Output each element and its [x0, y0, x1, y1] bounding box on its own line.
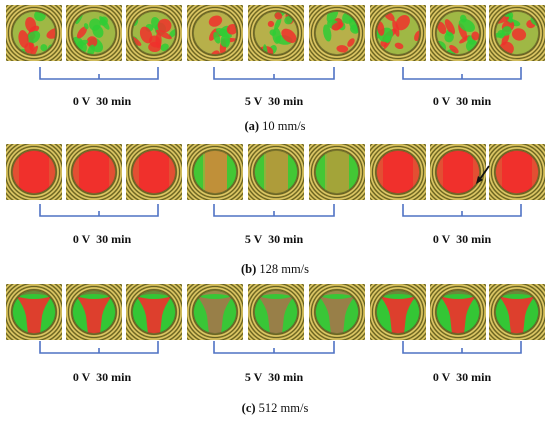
- micrograph-a-5: [248, 5, 304, 61]
- condition-label-c-3: 0 V 30 min: [432, 370, 492, 384]
- micrograph-b-1: [6, 144, 62, 200]
- micrograph-c-5: [248, 284, 304, 340]
- condition-label-b-2: 5 V 30 min: [244, 232, 304, 246]
- micrograph-b-7: [370, 144, 426, 200]
- micrograph-a-6: [309, 5, 365, 61]
- group-bracket-a-1: [39, 67, 159, 80]
- arrow-marker: [476, 165, 490, 184]
- caption-a: (a) 10 mm/s: [0, 119, 550, 134]
- micrograph-a-1: [6, 5, 62, 61]
- condition-label-b-3: 0 V 30 min: [432, 232, 492, 246]
- micrograph-a-3: [126, 5, 182, 61]
- micrograph-c-3: [126, 284, 182, 340]
- caption-label: (a): [244, 119, 260, 133]
- micrograph-b-8: [430, 144, 486, 200]
- caption-label: (c): [241, 401, 256, 415]
- micrograph-a-7: [370, 5, 426, 61]
- condition-label-a-1: 0 V 30 min: [72, 94, 132, 108]
- condition-label-a-2: 5 V 30 min: [244, 94, 304, 108]
- caption-speed: 10 mm/s: [262, 119, 306, 133]
- caption-label: (b): [240, 262, 257, 276]
- condition-label-b-1: 0 V 30 min: [72, 232, 132, 246]
- group-bracket-c-1: [39, 341, 159, 354]
- condition-label-c-2: 5 V 30 min: [244, 370, 304, 384]
- micrograph-a-4: [187, 5, 243, 61]
- micrograph-c-6: [309, 284, 365, 340]
- micrograph-b-2: [66, 144, 122, 200]
- caption-speed: 128 mm/s: [259, 262, 310, 276]
- group-bracket-b-1: [39, 204, 159, 217]
- micrograph-b-9: [489, 144, 545, 200]
- condition-label-c-1: 0 V 30 min: [72, 370, 132, 384]
- micrograph-a-2: [66, 5, 122, 61]
- micrograph-b-4: [187, 144, 243, 200]
- micrograph-c-2: [66, 284, 122, 340]
- caption-speed: 512 mm/s: [258, 401, 309, 415]
- micrograph-a-8: [430, 5, 486, 61]
- micrograph-a-9: [489, 5, 545, 61]
- micrograph-c-7: [370, 284, 426, 340]
- micrograph-c-1: [6, 284, 62, 340]
- group-bracket-b-3: [402, 204, 522, 217]
- micrograph-b-5: [248, 144, 304, 200]
- caption-c: (c) 512 mm/s: [0, 401, 550, 416]
- micrograph-b-6: [309, 144, 365, 200]
- group-bracket-b-2: [213, 204, 335, 217]
- micrograph-c-8: [430, 284, 486, 340]
- micrograph-c-9: [489, 284, 545, 340]
- group-bracket-a-2: [213, 67, 335, 80]
- condition-label-a-3: 0 V 30 min: [432, 94, 492, 108]
- group-bracket-c-2: [213, 341, 335, 354]
- group-bracket-c-3: [402, 341, 522, 354]
- caption-b: (b) 128 mm/s: [0, 262, 550, 277]
- micrograph-b-3: [126, 144, 182, 200]
- micrograph-c-4: [187, 284, 243, 340]
- group-bracket-a-3: [402, 67, 522, 80]
